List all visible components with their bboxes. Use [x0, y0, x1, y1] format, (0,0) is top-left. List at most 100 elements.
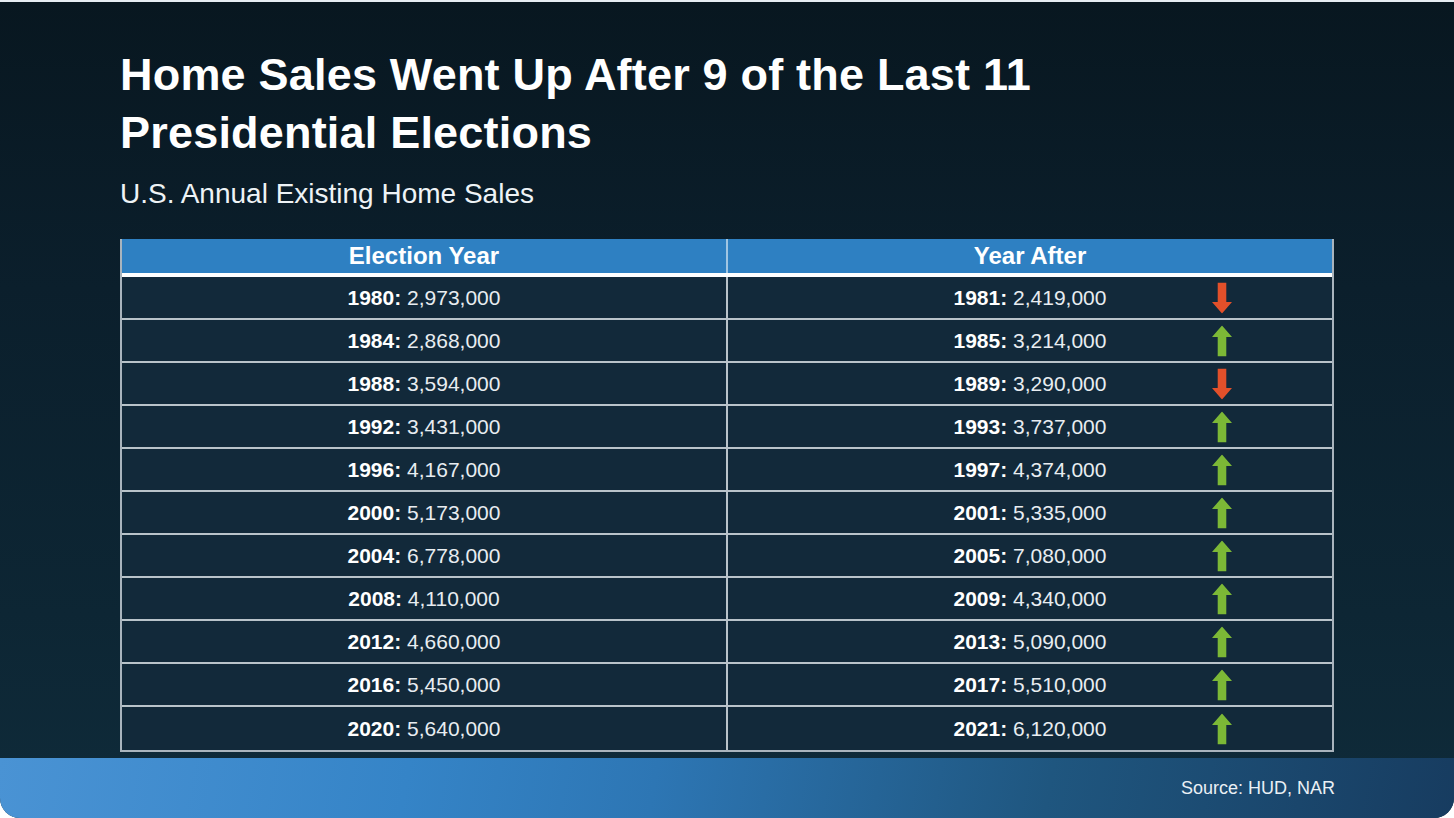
sales-value: 2,973,000 — [401, 286, 500, 310]
sales-value: 4,110,000 — [402, 587, 500, 611]
table-row: 2020: 5,640,0002021: 6,120,000 — [122, 707, 1332, 750]
year-after-cell: 1981: 2,419,000 — [728, 277, 1332, 318]
table-row: 2004: 6,778,0002005: 7,080,000 — [122, 535, 1332, 578]
year-after-cell: 2005: 7,080,000 — [728, 535, 1332, 576]
year-label: 2016: — [348, 673, 402, 697]
election-year-cell: 2012: 4,660,000 — [122, 621, 728, 662]
election-year-cell: 2000: 5,173,000 — [122, 492, 728, 533]
sales-value: 5,173,000 — [401, 501, 500, 525]
year-after-cell: 1989: 3,290,000 — [728, 363, 1332, 404]
home-sales-table: Election Year Year After 1980: 2,973,000… — [120, 239, 1334, 752]
election-year-cell: 2008: 4,110,000 — [122, 578, 728, 619]
election-year-cell: 1992: 3,431,000 — [122, 406, 728, 447]
sales-value: 5,510,000 — [1007, 673, 1106, 697]
sales-value: 5,335,000 — [1007, 501, 1106, 525]
year-label: 1992: — [348, 415, 402, 439]
year-label: 1993: — [954, 415, 1008, 439]
title-line-2: Presidential Elections — [120, 107, 592, 158]
year-label: 2012: — [348, 630, 402, 654]
year-label: 1997: — [954, 458, 1008, 482]
up-arrow-icon — [1212, 583, 1232, 614]
year-label: 1989: — [954, 372, 1008, 396]
year-label: 2004: — [348, 544, 402, 568]
up-arrow-icon — [1212, 540, 1232, 571]
up-arrow-icon — [1212, 325, 1232, 356]
infographic-slide: Home Sales Went Up After 9 of the Last 1… — [0, 0, 1454, 818]
up-arrow-icon — [1212, 713, 1232, 744]
year-label: 2008: — [348, 587, 402, 611]
source-attribution: Source: HUD, NAR — [1181, 778, 1335, 799]
election-year-cell: 1988: 3,594,000 — [122, 363, 728, 404]
year-after-cell: 1997: 4,374,000 — [728, 449, 1332, 490]
year-label: 2021: — [954, 717, 1008, 741]
up-arrow-icon — [1212, 411, 1232, 442]
up-arrow-icon — [1212, 454, 1232, 485]
year-label: 2013: — [954, 630, 1008, 654]
year-label: 2020: — [348, 717, 402, 741]
sales-value: 5,640,000 — [401, 717, 500, 741]
year-after-cell: 1985: 3,214,000 — [728, 320, 1332, 361]
year-after-cell: 2021: 6,120,000 — [728, 707, 1332, 750]
page-title: Home Sales Went Up After 9 of the Last 1… — [120, 46, 1334, 162]
sales-value: 4,660,000 — [401, 630, 500, 654]
sales-value: 3,431,000 — [401, 415, 500, 439]
sales-value: 4,374,000 — [1007, 458, 1106, 482]
table-row: 1992: 3,431,0001993: 3,737,000 — [122, 406, 1332, 449]
sales-value: 3,594,000 — [401, 372, 500, 396]
year-label: 2001: — [954, 501, 1008, 525]
down-arrow-icon — [1212, 282, 1232, 313]
table-row: 1980: 2,973,0001981: 2,419,000 — [122, 277, 1332, 320]
sales-value: 3,290,000 — [1007, 372, 1106, 396]
year-label: 1996: — [348, 458, 402, 482]
sales-value: 3,737,000 — [1007, 415, 1106, 439]
sales-value: 4,167,000 — [401, 458, 500, 482]
table-row: 2008: 4,110,0002009: 4,340,000 — [122, 578, 1332, 621]
year-label: 2009: — [954, 587, 1008, 611]
table-header-row: Election Year Year After — [122, 239, 1332, 277]
title-line-1: Home Sales Went Up After 9 of the Last 1… — [120, 49, 1031, 100]
sales-value: 2,868,000 — [401, 329, 500, 353]
election-year-cell: 2016: 5,450,000 — [122, 664, 728, 705]
year-label: 2005: — [954, 544, 1008, 568]
sales-value: 7,080,000 — [1007, 544, 1106, 568]
sales-value: 5,090,000 — [1007, 630, 1106, 654]
year-after-cell: 2017: 5,510,000 — [728, 664, 1332, 705]
election-year-cell: 1984: 2,868,000 — [122, 320, 728, 361]
year-label: 1985: — [954, 329, 1008, 353]
up-arrow-icon — [1212, 669, 1232, 700]
year-label: 1988: — [348, 372, 402, 396]
sales-value: 6,778,000 — [401, 544, 500, 568]
year-label: 2000: — [348, 501, 402, 525]
sales-value: 4,340,000 — [1007, 587, 1106, 611]
slide-content: Home Sales Went Up After 9 of the Last 1… — [0, 2, 1454, 752]
year-after-cell: 2009: 4,340,000 — [728, 578, 1332, 619]
table-row: 2016: 5,450,0002017: 5,510,000 — [122, 664, 1332, 707]
column-header-election-year: Election Year — [122, 239, 728, 273]
election-year-cell: 2020: 5,640,000 — [122, 707, 728, 750]
footer-bar: Source: HUD, NAR — [0, 758, 1454, 818]
sales-value: 6,120,000 — [1007, 717, 1106, 741]
election-year-cell: 1980: 2,973,000 — [122, 277, 728, 318]
sales-value: 5,450,000 — [401, 673, 500, 697]
sales-value: 3,214,000 — [1007, 329, 1106, 353]
table-row: 2000: 5,173,0002001: 5,335,000 — [122, 492, 1332, 535]
table-row: 1988: 3,594,0001989: 3,290,000 — [122, 363, 1332, 406]
year-label: 1981: — [954, 286, 1008, 310]
table-body: 1980: 2,973,0001981: 2,419,0001984: 2,86… — [122, 277, 1332, 750]
down-arrow-icon — [1212, 368, 1232, 399]
table-row: 1996: 4,167,0001997: 4,374,000 — [122, 449, 1332, 492]
election-year-cell: 1996: 4,167,000 — [122, 449, 728, 490]
year-after-cell: 2013: 5,090,000 — [728, 621, 1332, 662]
election-year-cell: 2004: 6,778,000 — [122, 535, 728, 576]
sales-value: 2,419,000 — [1007, 286, 1106, 310]
year-label: 2017: — [954, 673, 1008, 697]
up-arrow-icon — [1212, 626, 1232, 657]
table-row: 2012: 4,660,0002013: 5,090,000 — [122, 621, 1332, 664]
year-after-cell: 1993: 3,737,000 — [728, 406, 1332, 447]
table-row: 1984: 2,868,0001985: 3,214,000 — [122, 320, 1332, 363]
year-label: 1984: — [348, 329, 402, 353]
page-subtitle: U.S. Annual Existing Home Sales — [120, 178, 1334, 210]
year-after-cell: 2001: 5,335,000 — [728, 492, 1332, 533]
up-arrow-icon — [1212, 497, 1232, 528]
year-label: 1980: — [348, 286, 402, 310]
